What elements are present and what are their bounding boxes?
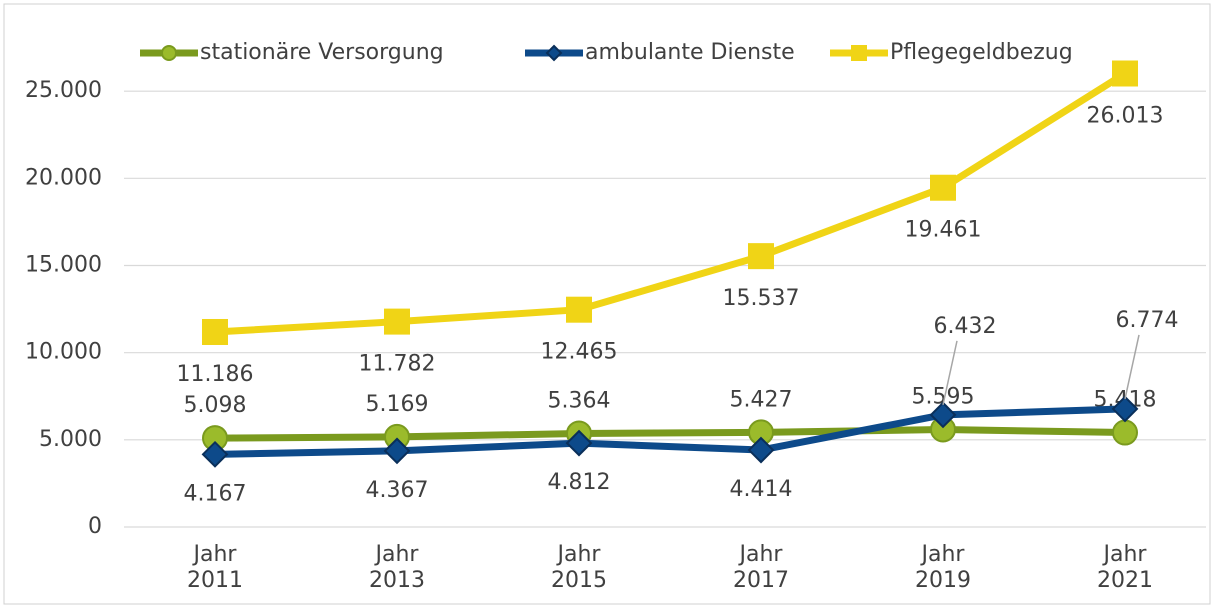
marker [1111,395,1139,423]
data-label: 4.367 [366,478,429,503]
data-label: 4.167 [184,481,247,506]
series-line [214,70,1127,336]
data-label: 19.461 [905,218,982,243]
data-label: 6.432 [934,314,997,339]
series-line [214,405,1126,458]
legend-label: Pflegegeldbezug [890,40,1073,65]
data-label: 15.537 [723,286,800,311]
data-label: 5.364 [548,388,611,413]
data-label: 26.013 [1087,104,1164,129]
y-tick-label: 10.000 [25,340,102,365]
y-tick-label: 0 [88,514,102,539]
marker [566,296,592,323]
marker [851,45,867,61]
marker [384,308,410,335]
x-tick-label: Jahr 2021 [1097,542,1153,593]
data-label: 6.774 [1116,308,1179,333]
data-label: 5.098 [184,393,247,418]
x-tick-label: Jahr 2019 [915,542,971,593]
data-label: 4.812 [548,470,611,495]
data-label: 4.414 [730,477,793,502]
series-line [214,425,1126,442]
data-label: 12.465 [541,340,618,365]
leader-line [1124,334,1140,400]
x-tick-label: Jahr 2011 [187,542,243,593]
data-label: 5.427 [730,387,793,412]
marker [930,174,956,201]
marker [748,243,774,270]
y-tick-label: 25.000 [25,78,102,103]
marker [201,440,229,468]
marker [202,318,228,345]
x-tick-label: Jahr 2013 [369,542,425,593]
marker [383,437,411,465]
marker [545,44,563,62]
marker [161,45,177,61]
leader-line [942,340,958,406]
x-tick-label: Jahr 2017 [733,542,789,593]
data-label: 11.782 [359,352,436,377]
y-tick-label: 20.000 [25,165,102,190]
chart-border [3,3,1211,605]
y-tick-label: 5.000 [39,427,102,452]
marker [929,401,957,429]
marker [1112,60,1138,87]
legend-label: ambulante Dienste [585,40,795,65]
data-label: 11.186 [177,362,254,387]
data-label: 5.169 [366,392,429,417]
x-tick-label: Jahr 2015 [551,542,607,593]
marker [565,429,593,457]
legend-label: stationäre Versorgung [200,40,444,65]
y-tick-label: 15.000 [25,253,102,278]
marker [1112,419,1138,446]
marker [747,436,775,464]
